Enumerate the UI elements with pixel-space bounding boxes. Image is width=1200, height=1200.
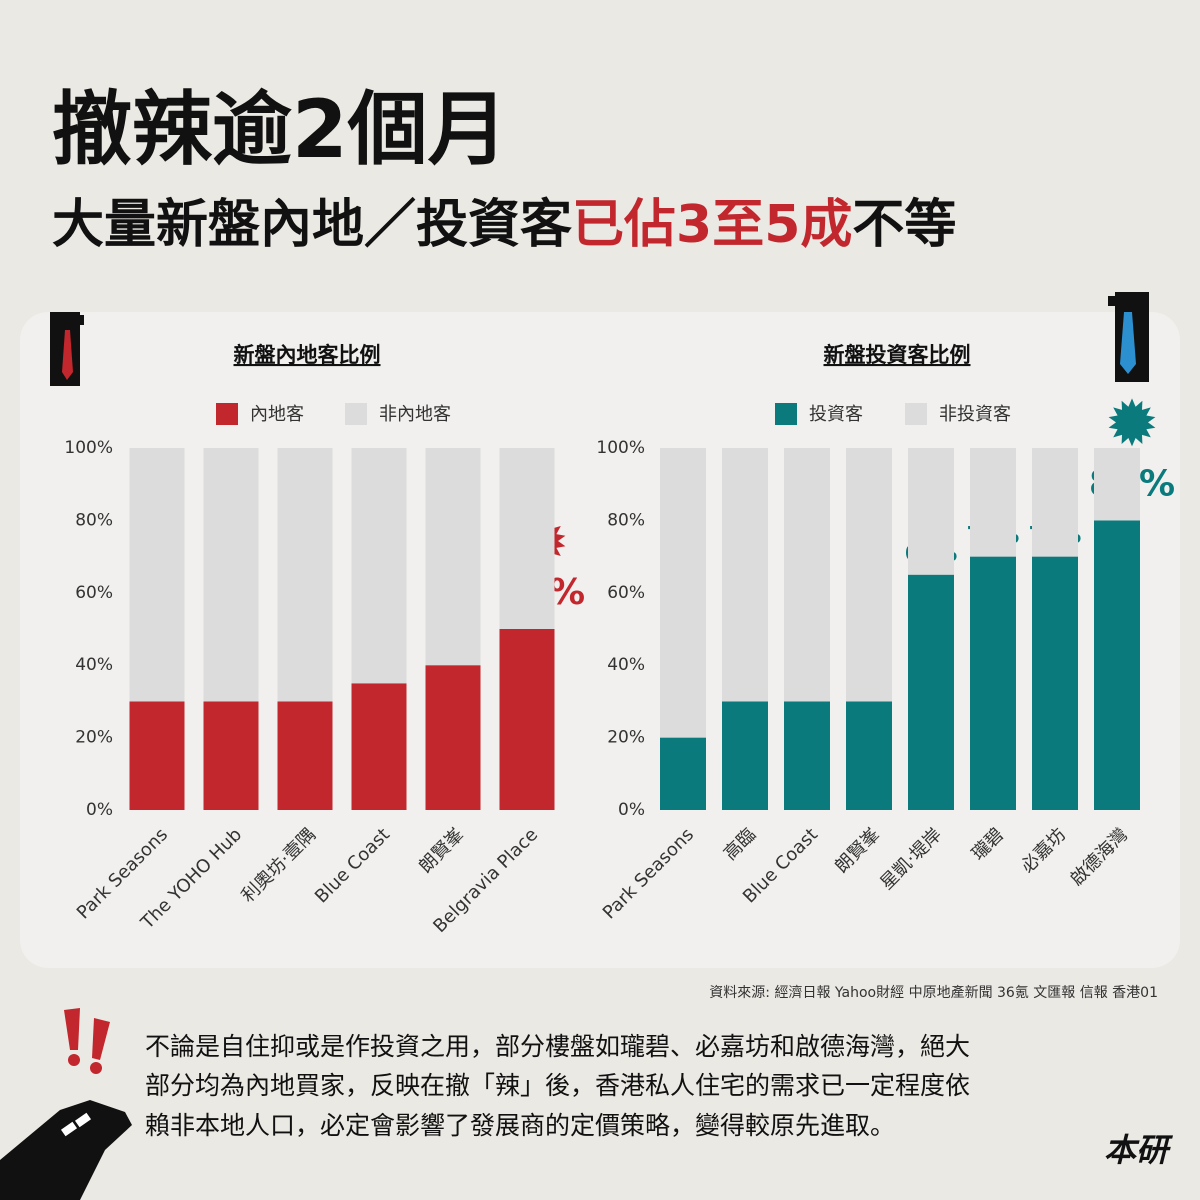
bar-segment <box>277 701 333 810</box>
subtitle-highlight: 已佔3至5成 <box>572 195 852 255</box>
y-tick-label: 20% <box>75 728 113 748</box>
chart-title: 新盤投資客比例 <box>824 343 971 367</box>
bar-segment <box>1094 448 1140 521</box>
bar-segment <box>129 701 185 810</box>
legend-swatch <box>345 403 367 425</box>
y-tick-label: 0% <box>618 800 645 820</box>
bar-segment <box>499 448 555 629</box>
y-tick-label: 40% <box>607 655 645 675</box>
icon-red-tie <box>50 312 84 386</box>
legend-swatch <box>905 403 927 425</box>
legend-swatch <box>775 403 797 425</box>
bar-segment <box>425 448 481 666</box>
icon-blue-tie <box>1108 292 1149 382</box>
bar-segment <box>908 574 954 810</box>
y-tick-label: 60% <box>75 583 113 603</box>
y-tick-label: 20% <box>607 728 645 748</box>
bar-segment <box>908 448 954 575</box>
bar-segment <box>970 556 1016 810</box>
bar-segment <box>784 701 830 810</box>
body-line: 不論是自住抑或是作投資之用，部分樓盤如瓏碧、必嘉坊和啟德海灣，絕大 <box>145 1032 970 1061</box>
bar-segment <box>846 701 892 810</box>
hand-icon <box>0 1100 132 1200</box>
chart-title: 新盤內地客比例 <box>234 343 381 367</box>
bar-segment <box>784 448 830 702</box>
y-tick-label: 100% <box>596 438 645 458</box>
legend-label: 非投資客 <box>939 404 1011 425</box>
subtitle: 大量新盤內地／投資客已佔3至5成不等 <box>52 195 956 255</box>
bar-segment <box>129 448 185 702</box>
bar-segment <box>203 701 259 810</box>
legend-label: 非內地客 <box>379 404 451 425</box>
y-tick-label: 60% <box>607 583 645 603</box>
y-tick-label: 100% <box>64 438 113 458</box>
bar-segment <box>970 448 1016 557</box>
bar-segment <box>351 683 407 810</box>
y-tick-label: 0% <box>86 800 113 820</box>
body-line: 賴非本地人口，必定會影響了發展商的定價策略，變得較原先進取。 <box>145 1111 895 1140</box>
bar-segment <box>1032 448 1078 557</box>
title: 撤辣逾2個月 <box>52 83 508 176</box>
brand: 本研 <box>1104 1131 1174 1169</box>
subtitle-part: 不等 <box>852 195 956 255</box>
source: 資料來源: 經濟日報 Yahoo財經 中原地產新聞 36氪 文匯報 信報 香港0… <box>709 984 1158 1001</box>
bar-segment <box>351 448 407 684</box>
starburst <box>1108 398 1156 447</box>
legend-swatch <box>216 403 238 425</box>
body-line: 部分均為內地買家，反映在撤「辣」後，香港私人住宅的需求已一定程度依 <box>145 1071 970 1100</box>
bar-segment <box>425 665 481 810</box>
bar-segment <box>499 629 555 810</box>
y-tick-label: 80% <box>75 510 113 530</box>
bar-segment <box>1094 520 1140 810</box>
y-tick-label: 40% <box>75 655 113 675</box>
legend-label: 內地客 <box>250 404 304 425</box>
bar-segment <box>277 448 333 702</box>
bar-segment <box>846 448 892 702</box>
y-tick-label: 80% <box>607 510 645 530</box>
bar-segment <box>1032 556 1078 810</box>
subtitle-part: 大量新盤內地／投資客 <box>52 195 572 255</box>
legend-label: 投資客 <box>809 404 863 425</box>
bar-segment <box>722 448 768 702</box>
alert-icon <box>64 1008 110 1074</box>
bar-segment <box>722 701 768 810</box>
bar-segment <box>660 737 706 810</box>
bar-segment <box>660 448 706 738</box>
bar-segment <box>203 448 259 702</box>
